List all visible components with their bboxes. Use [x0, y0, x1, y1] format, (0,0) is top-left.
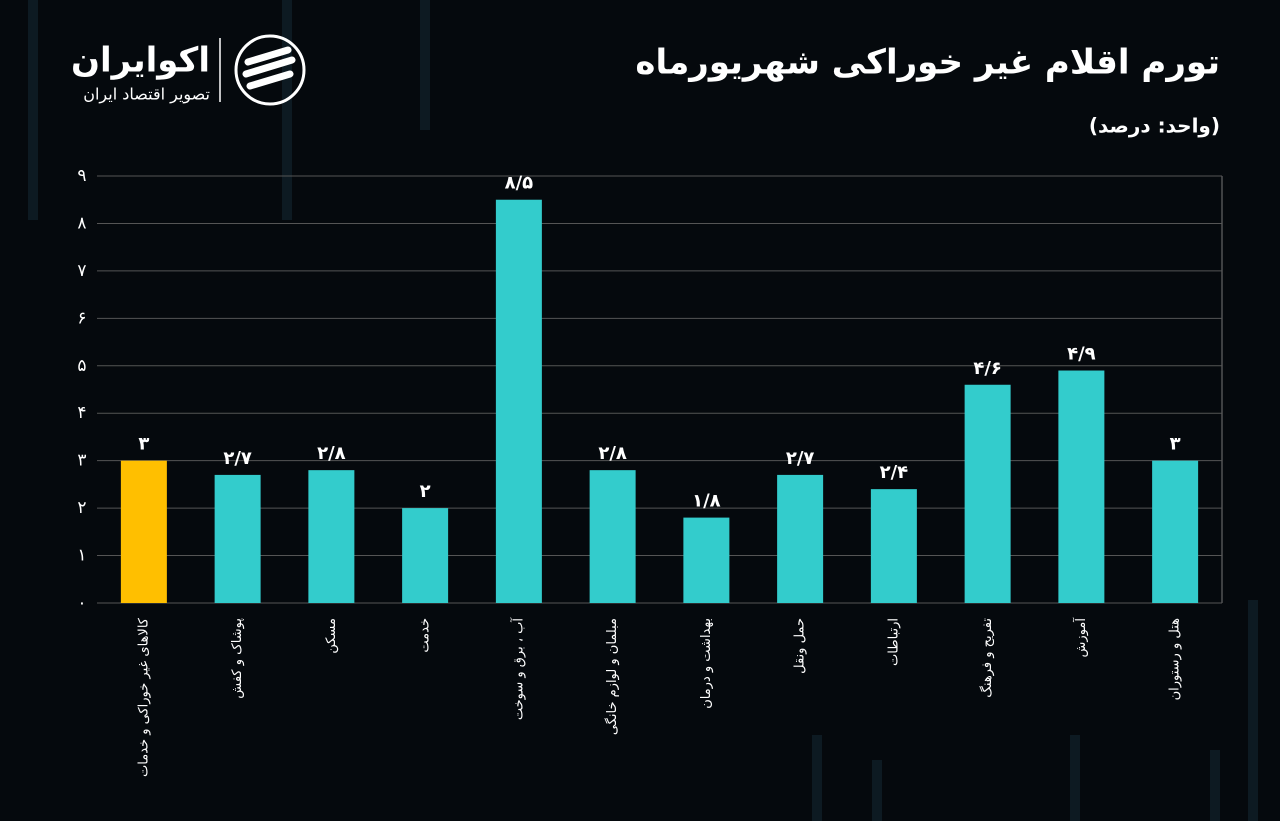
y-tick-label: ۲ [77, 498, 86, 518]
x-tick-label: تفریح و فرهنگ [979, 618, 995, 698]
chart-subtitle: (واحد: درصد) [1089, 114, 1220, 138]
x-tick-label: آب ، برق و سوخت [509, 617, 526, 721]
value-label: ۸/۵ [505, 173, 534, 194]
y-tick-label: ۸ [77, 213, 86, 233]
bar [1152, 460, 1199, 603]
x-tick-label: مسکن [324, 618, 339, 654]
logo-stripes [242, 46, 296, 90]
y-tick-label: ۴ [77, 403, 86, 423]
logo: اکوایران تصویر اقتصاد ایران [71, 34, 306, 106]
value-label: ۳ [1170, 434, 1181, 455]
value-label: ۲ [420, 481, 431, 502]
bar [683, 517, 730, 603]
x-tick-label: آموزش [1072, 617, 1089, 658]
x-tick-label: پوشاک و کفش [230, 618, 245, 699]
bar [308, 470, 355, 603]
value-label: ۲/۷ [223, 448, 252, 469]
y-tick-label: ۶ [77, 308, 86, 328]
x-tick-label: هتل و رستوران [1168, 618, 1183, 701]
value-label: ۴/۹ [1067, 344, 1096, 365]
y-tick-label: ۹ [77, 166, 86, 186]
y-tick-label: ۰ [77, 593, 86, 613]
x-tick-label: خدمت [418, 618, 433, 653]
bar [214, 474, 261, 603]
bar [589, 470, 636, 603]
logo-tagline: تصویر اقتصاد ایران [83, 85, 210, 105]
y-tick-label: ۱ [77, 546, 86, 566]
value-label: ۲/۷ [786, 448, 815, 469]
value-label: ۲/۸ [598, 443, 627, 464]
x-tick-label: مبلمان و لوازم خانگی [604, 618, 620, 735]
bar [964, 384, 1011, 603]
value-label: ۲/۸ [317, 443, 346, 464]
y-tick-label: ۵ [77, 356, 86, 376]
bar [870, 489, 917, 603]
x-tick-label: ارتباطات [886, 618, 901, 666]
bar [120, 460, 167, 603]
bar [777, 474, 824, 603]
value-label: ۳ [138, 434, 149, 455]
decoration [28, 0, 1258, 821]
x-tick-label: حمل ونقل [793, 618, 808, 674]
bar [1058, 370, 1105, 603]
x-tick-label: کالاهای غیر خوراکی و خدمات [136, 617, 151, 777]
y-tick-label: ۳ [77, 451, 86, 471]
value-label: ۱/۸ [692, 491, 721, 512]
bar [402, 508, 449, 603]
value-label: ۴/۶ [973, 358, 1002, 379]
x-tick-label: بهداشت و درمان [699, 618, 714, 709]
y-tick-label: ۷ [77, 261, 86, 281]
bar [495, 199, 542, 603]
value-label: ۲/۴ [880, 462, 909, 483]
logo-mark [234, 34, 306, 106]
chart-title: تورم اقلام غیر خوراکی شهریورماه [635, 43, 1220, 83]
logo-name: اکوایران [71, 41, 210, 81]
